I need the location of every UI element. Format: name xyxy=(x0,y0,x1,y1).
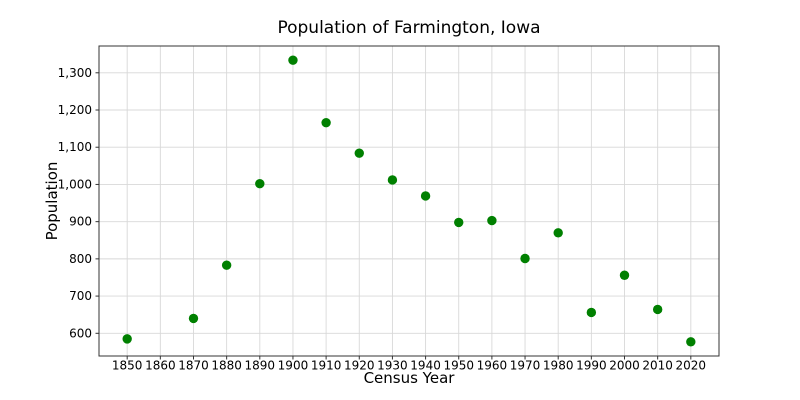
x-tick-label: 1970 xyxy=(510,359,541,373)
x-tick-label: 1920 xyxy=(344,359,375,373)
data-point xyxy=(619,270,630,280)
data-point xyxy=(487,215,497,226)
data-point xyxy=(354,148,364,158)
x-tick-label: 2010 xyxy=(642,359,673,373)
x-tick-label: 1950 xyxy=(443,359,474,373)
x-tick-label: 1910 xyxy=(311,359,342,373)
x-tick-label: 1860 xyxy=(145,359,176,373)
data-point xyxy=(420,191,431,201)
x-tick-label: 1930 xyxy=(377,359,408,373)
x-tick-label: 1960 xyxy=(477,359,508,373)
y-tick-label: 900 xyxy=(69,215,92,229)
y-tick-label: 1,200 xyxy=(58,103,92,117)
x-tick-label: 2000 xyxy=(609,359,640,373)
data-point xyxy=(288,55,298,65)
y-tick-label: 1,100 xyxy=(58,140,92,154)
y-tick-label: 700 xyxy=(69,289,92,303)
data-point xyxy=(454,217,464,228)
data-point xyxy=(586,307,597,318)
y-tick-label: 800 xyxy=(69,252,92,266)
y-tick-label: 1,000 xyxy=(58,177,92,191)
y-tick-label: 1,300 xyxy=(58,66,92,80)
data-point xyxy=(686,337,696,347)
data-point xyxy=(387,175,398,185)
x-tick-label: 1900 xyxy=(278,359,309,373)
data-point xyxy=(553,228,563,238)
chart-title: Population of Farmington, Iowa xyxy=(277,18,541,38)
x-tick-label: 1990 xyxy=(576,359,607,373)
data-point xyxy=(255,178,265,189)
data-point xyxy=(652,304,663,315)
data-point xyxy=(188,313,199,324)
y-tick-label: 600 xyxy=(69,326,92,340)
plot-border xyxy=(98,45,720,357)
x-tick-label: 1870 xyxy=(178,359,209,373)
data-point xyxy=(221,260,232,270)
data-point xyxy=(520,253,530,264)
data-point xyxy=(321,117,331,128)
x-tick-label: 1880 xyxy=(211,359,242,373)
x-tick-label: 1890 xyxy=(245,359,276,373)
x-tick-label: 1850 xyxy=(112,359,143,373)
x-tick-label: 1940 xyxy=(410,359,441,373)
x-axis-label: Census Year xyxy=(363,369,455,387)
x-tick-label: 2020 xyxy=(676,359,707,373)
data-point xyxy=(122,334,132,344)
x-tick-label: 1980 xyxy=(543,359,574,373)
